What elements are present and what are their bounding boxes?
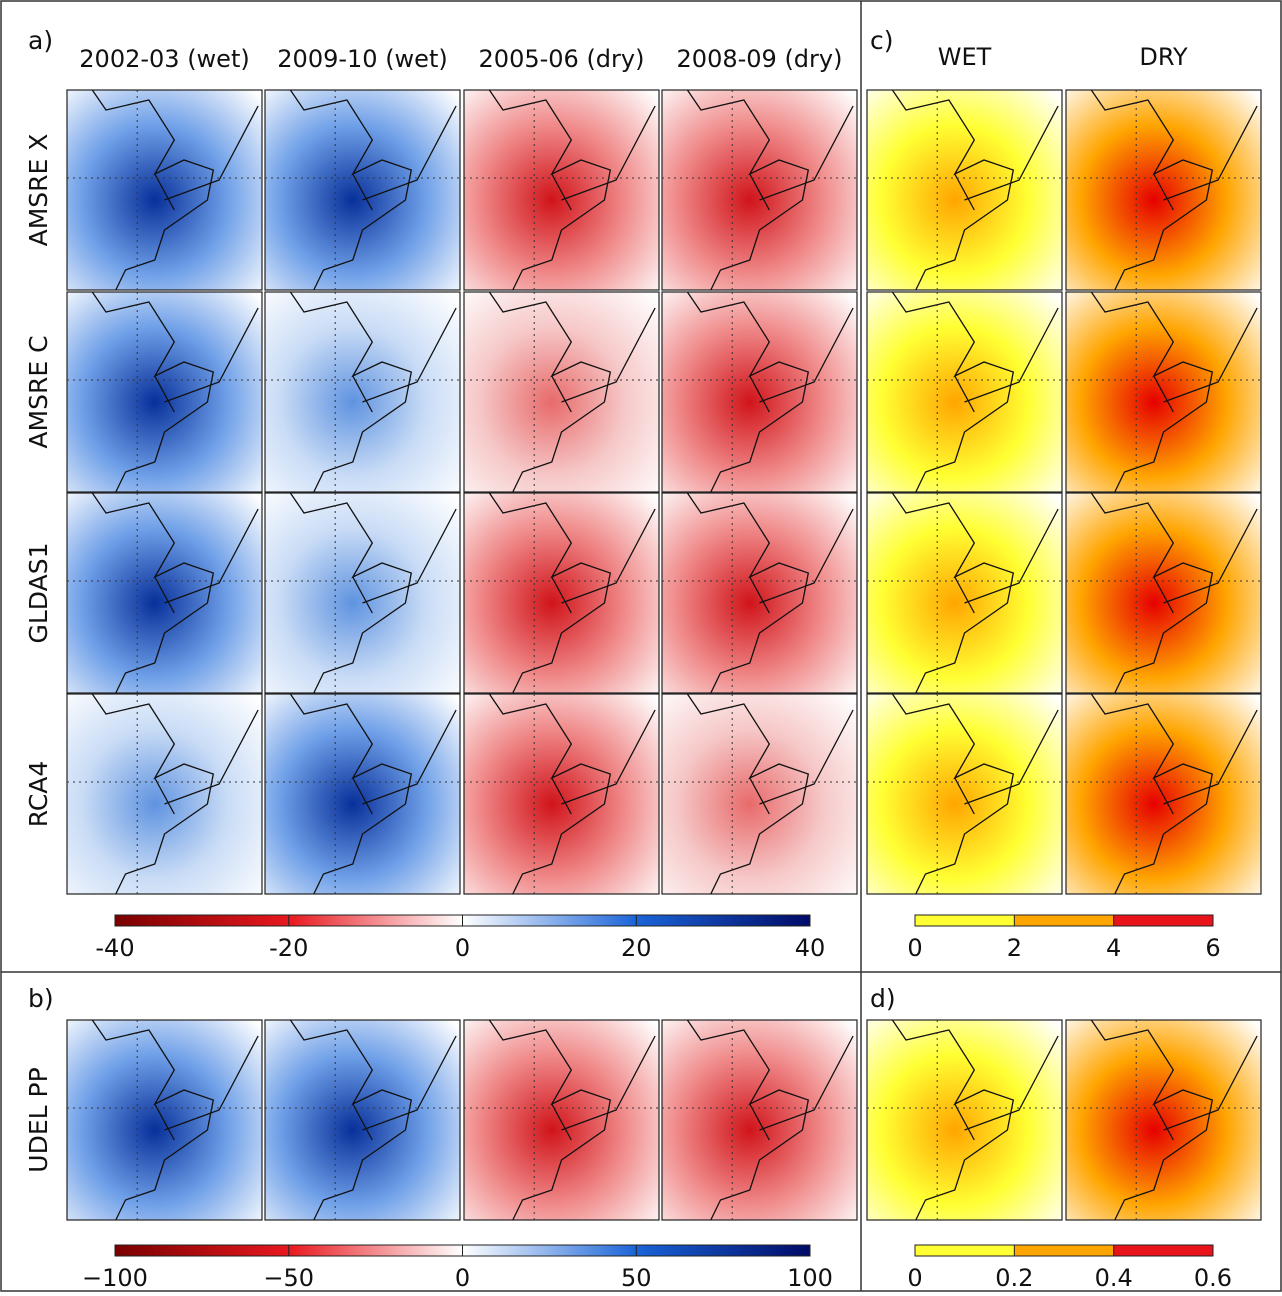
map-panel <box>67 292 262 492</box>
colorbar-tick-label: 0 <box>907 1264 922 1292</box>
column-header: 2002-03 (wet) <box>79 45 249 73</box>
colorbar-tick-label: 0.2 <box>995 1264 1033 1292</box>
colorbar-segment <box>915 915 1014 926</box>
colorbar-tick-label: 2 <box>1007 934 1022 962</box>
map-panel <box>67 493 262 693</box>
colorbar-tick-label: −50 <box>263 1264 314 1292</box>
map-panel <box>464 90 659 290</box>
map-panel <box>662 292 857 492</box>
map-panel <box>265 493 460 693</box>
panel-label: b) <box>28 984 54 1013</box>
panel-label: a) <box>28 26 53 55</box>
map-panel <box>265 292 460 492</box>
column-header: 2008-09 (dry) <box>677 45 843 73</box>
colorbar-tick-label: 20 <box>621 934 652 962</box>
panel-label: d) <box>870 984 896 1013</box>
colorbar-tick-label: −100 <box>82 1264 148 1292</box>
map-panel <box>1066 1020 1261 1220</box>
row-label: UDEL PP <box>24 1067 53 1172</box>
colorbar-tick-label: 0 <box>907 934 922 962</box>
row-label: AMSRE X <box>24 134 53 247</box>
map-panel <box>867 90 1062 290</box>
colorbar-tick-label: 0 <box>455 1264 470 1292</box>
map-panel <box>67 694 262 894</box>
colorbar-segment <box>1114 915 1213 926</box>
map-panel <box>1066 90 1261 290</box>
row-label: RCA4 <box>24 761 53 828</box>
colorbar-tick-label: 0.6 <box>1194 1264 1232 1292</box>
panel-label: c) <box>870 26 894 55</box>
map-panel <box>464 1020 659 1220</box>
column-header: DRY <box>1139 43 1188 71</box>
map-panel <box>867 1020 1062 1220</box>
colorbar-tick-label: 6 <box>1205 934 1220 962</box>
map-panel <box>464 694 659 894</box>
colorbar-segment <box>1114 1245 1213 1256</box>
map-panel <box>662 1020 857 1220</box>
map-panel <box>67 90 262 290</box>
column-header: 2005-06 (dry) <box>479 45 645 73</box>
map-panel <box>67 1020 262 1220</box>
colorbar-tick-label: -40 <box>95 934 134 962</box>
colorbar-tick-label: 0 <box>455 934 470 962</box>
map-panel <box>867 493 1062 693</box>
map-panel <box>662 493 857 693</box>
column-header: 2009-10 (wet) <box>277 45 447 73</box>
colorbar-tick-label: 50 <box>621 1264 652 1292</box>
map-panel <box>464 292 659 492</box>
map-panel <box>867 292 1062 492</box>
row-label: GLDAS1 <box>24 543 53 644</box>
colorbar-segment <box>1014 915 1113 926</box>
figure: a) b) c) d) 2002-03 (wet)2009-10 (wet)20… <box>0 0 1282 1292</box>
map-panel <box>662 694 857 894</box>
colorbar-tick-label: -20 <box>269 934 308 962</box>
map-panel <box>265 694 460 894</box>
colorbar-tick-label: 100 <box>787 1264 833 1292</box>
column-header: WET <box>938 43 992 71</box>
map-panel <box>1066 292 1261 492</box>
colorbar-segment <box>915 1245 1014 1256</box>
map-panel <box>265 90 460 290</box>
colorbar-tick-label: 4 <box>1106 934 1121 962</box>
map-panel <box>265 1020 460 1220</box>
colorbar-tick-label: 40 <box>795 934 826 962</box>
map-panel <box>662 90 857 290</box>
map-panel <box>1066 493 1261 693</box>
map-panel <box>867 694 1062 894</box>
row-label: AMSRE C <box>24 335 53 448</box>
map-panel <box>464 493 659 693</box>
colorbar-tick-label: 0.4 <box>1095 1264 1133 1292</box>
map-panel <box>1066 694 1261 894</box>
colorbar-segment <box>1014 1245 1113 1256</box>
